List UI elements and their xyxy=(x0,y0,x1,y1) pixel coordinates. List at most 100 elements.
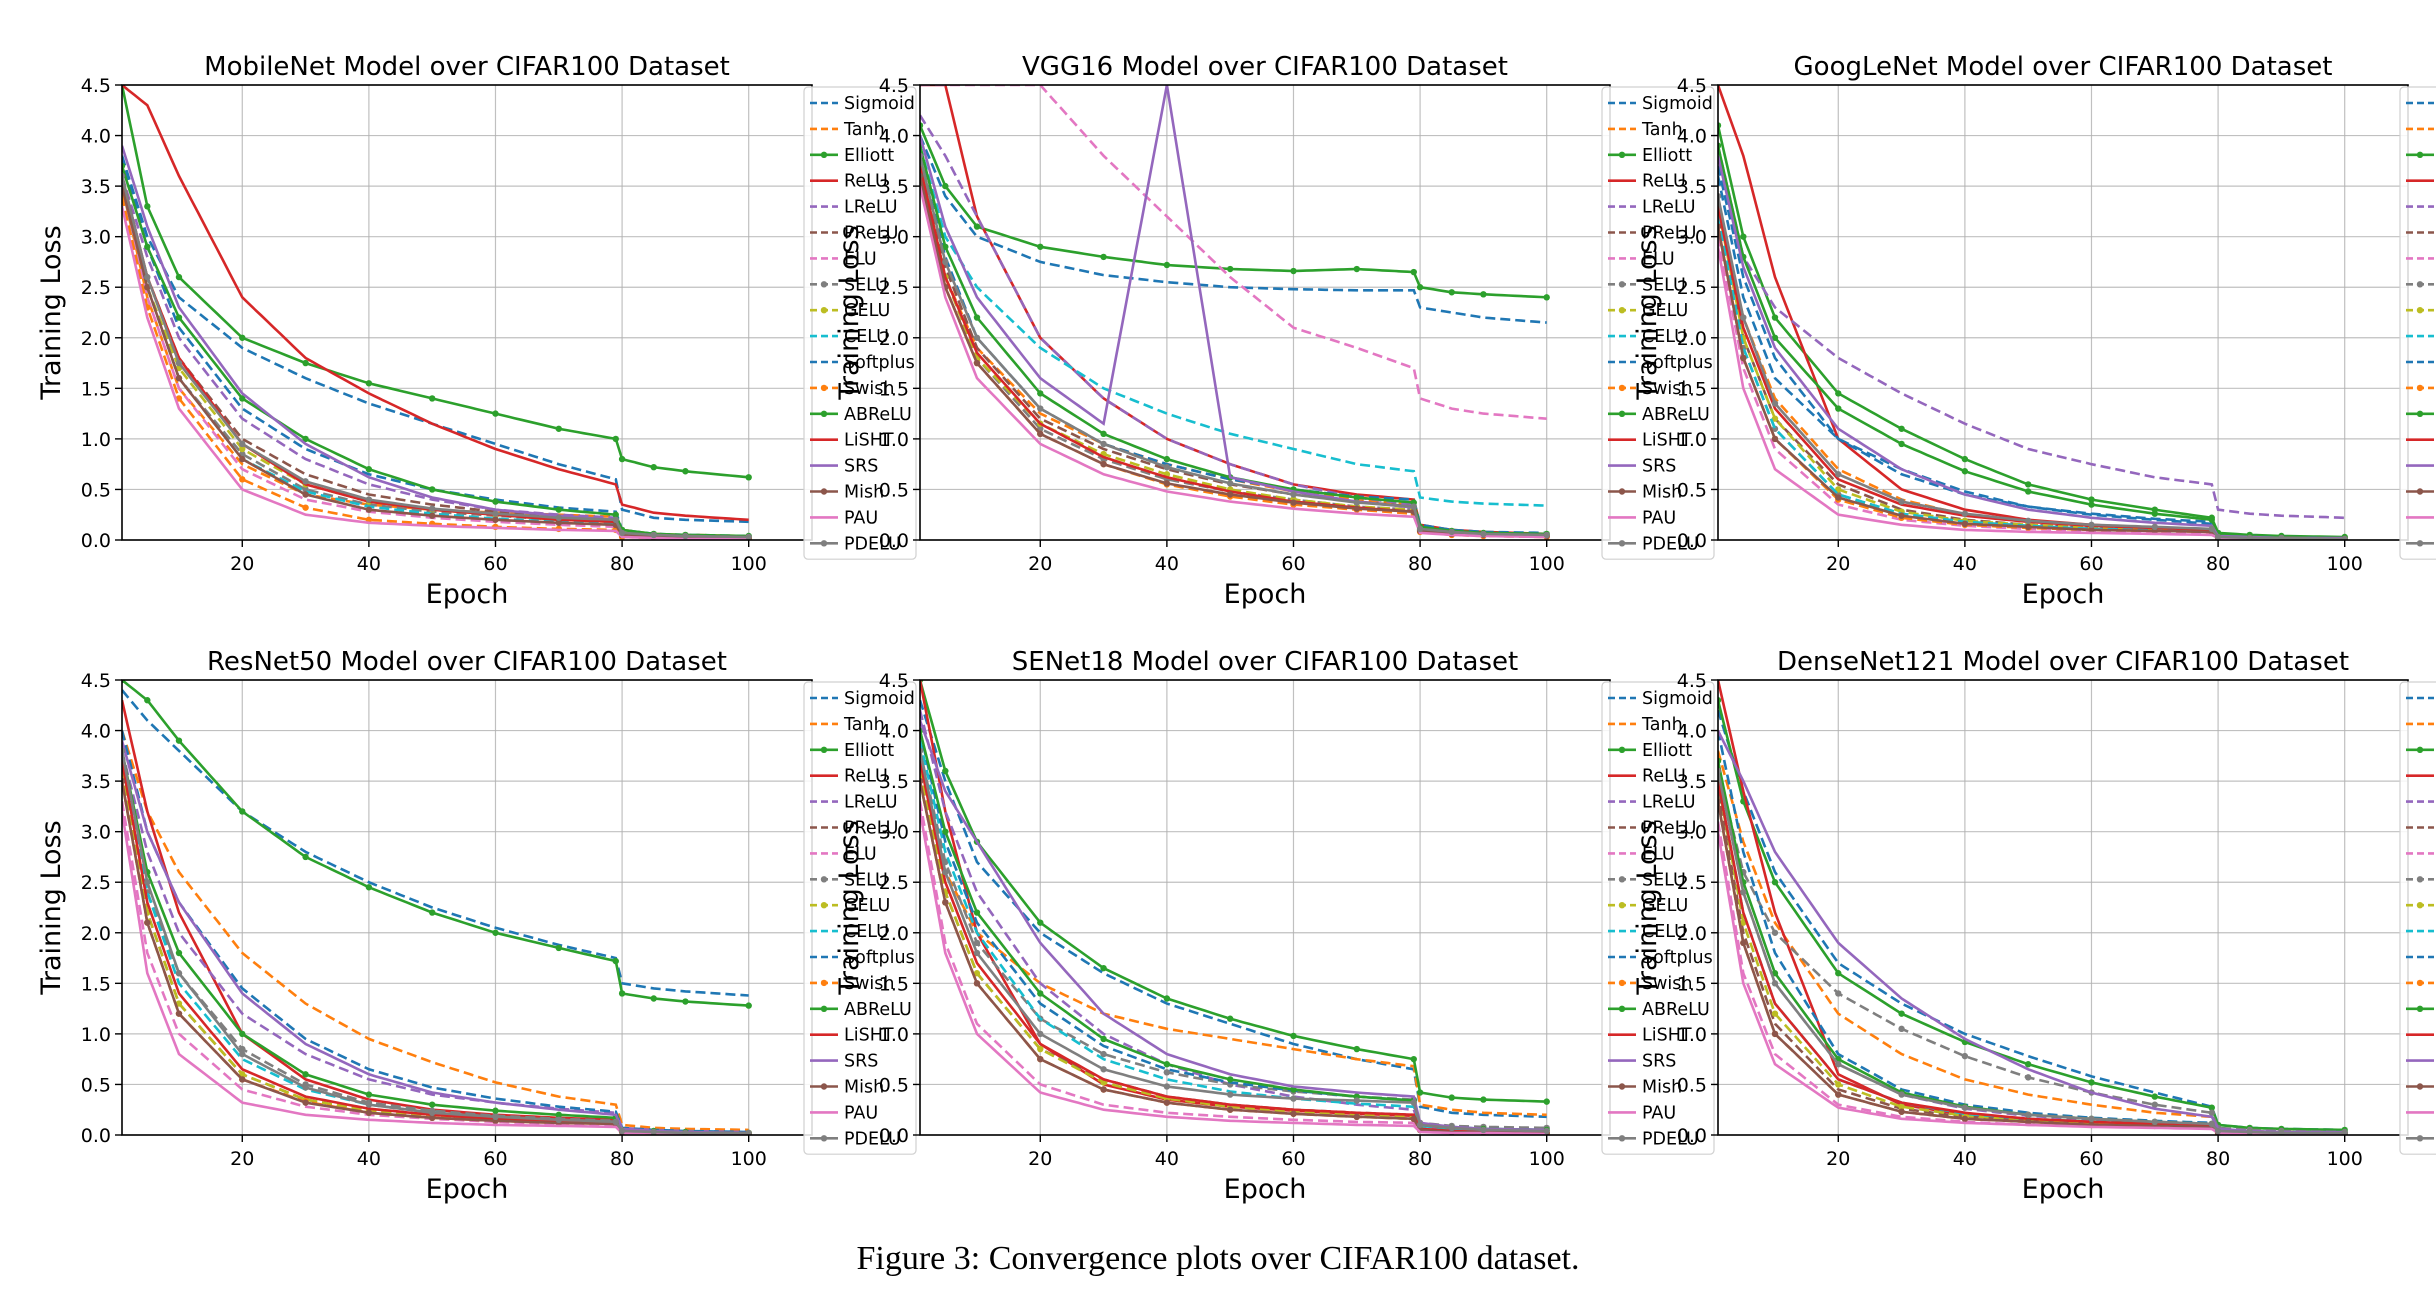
series-point-elliott xyxy=(239,334,246,341)
chart-title: DenseNet121 Model over CIFAR100 Dataset xyxy=(1777,647,2349,677)
y-tick-label: 4.0 xyxy=(81,721,111,743)
series-line-elliott xyxy=(1718,699,2345,1132)
series-point-pdelu xyxy=(1448,1124,1455,1132)
legend-marker xyxy=(820,384,828,392)
y-tick-label: 4.5 xyxy=(879,670,909,692)
series-point-gelu xyxy=(239,445,246,453)
series-point-elliott xyxy=(1290,267,1297,275)
series-point-elliott xyxy=(745,474,752,481)
legend-marker xyxy=(1618,410,1626,417)
x-tick-label: 40 xyxy=(357,1148,381,1170)
series-point-elliott xyxy=(144,697,151,704)
series-point-abrelu xyxy=(1353,494,1360,501)
legend-label-pau: PAU xyxy=(844,508,878,528)
series-point-abrelu xyxy=(492,1107,499,1114)
legend-label-celu: CELU xyxy=(844,327,889,347)
series-point-mish xyxy=(1835,1091,1842,1098)
series-line-mish xyxy=(920,175,1547,538)
grid xyxy=(122,679,812,1136)
chart-panel-6: 0.0 0.5 1.0 1.5 2.0 2.5 3.0 3.5 4.0 4.5 20 40 60 80 10… xyxy=(1632,647,2436,1205)
legend-label-sigmoid: Sigmoid xyxy=(1642,94,1713,114)
series-line-lisht xyxy=(1718,780,2345,1135)
y-tick-label: 3.5 xyxy=(1677,176,1707,198)
y-tick-label: 3.5 xyxy=(879,176,909,198)
y-tick-label: 3.5 xyxy=(81,771,111,793)
series-point-mish xyxy=(365,506,373,513)
legend-label-elliott: Elliott xyxy=(1642,146,1692,166)
series-point-elliott xyxy=(1835,390,1842,397)
series-point-pdelu xyxy=(1410,1099,1417,1106)
series-point-mish xyxy=(428,1114,436,1122)
series-line-softplus xyxy=(122,155,749,538)
legend-box xyxy=(803,681,917,1155)
series-point-mish xyxy=(1353,1113,1360,1121)
series-point-abrelu xyxy=(1100,1035,1107,1043)
series-line-elliott xyxy=(920,680,1547,1103)
x-axis-label: Epoch xyxy=(426,579,509,610)
legend-marker xyxy=(1618,979,1626,987)
chart-panel-4: 0.0 0.5 1.0 1.5 2.0 2.5 3.0 3.5 4.0 4.5 20 40 60 80 10… xyxy=(36,647,917,1205)
series-point-swish xyxy=(239,476,246,483)
series-line-elliott xyxy=(122,680,749,1007)
x-tick-label: 80 xyxy=(1408,553,1432,575)
x-tick-label: 60 xyxy=(483,1148,507,1170)
series-point-pdelu xyxy=(175,359,183,367)
series-point-pdelu xyxy=(1100,1066,1107,1073)
series-point-mish xyxy=(1353,505,1360,512)
series-line-abrelu xyxy=(122,750,749,1135)
series-point-mish xyxy=(144,919,151,926)
series-line-srs xyxy=(122,145,749,540)
series-point-pdelu xyxy=(1416,525,1424,533)
series-point-gelu xyxy=(1037,1045,1044,1053)
series-point-elliott xyxy=(1480,1096,1487,1103)
y-tick-label: 0.5 xyxy=(879,1074,909,1096)
series-point-elliott xyxy=(1416,284,1424,291)
x-tick-label: 80 xyxy=(1408,1148,1432,1170)
y-tick-label: 0.0 xyxy=(81,530,111,552)
series-line-selu xyxy=(920,165,1547,538)
legend-marker xyxy=(2416,1005,2424,1012)
legend-label-selu: SELU xyxy=(1642,870,1686,890)
series-point-selu xyxy=(973,939,981,947)
series-point-elliott xyxy=(175,737,183,744)
series-line-prelu xyxy=(122,185,749,540)
series-point-pdelu xyxy=(2088,1115,2095,1123)
chart-title: SENet18 Model over CIFAR100 Dataset xyxy=(1012,647,1518,677)
series-point-elliott xyxy=(1898,425,1905,432)
series-point-elliott xyxy=(144,203,151,210)
series-point-elliott xyxy=(1163,261,1171,269)
series-point-abrelu xyxy=(555,506,562,513)
series-point-pdelu xyxy=(2214,533,2222,540)
series-point-pdelu xyxy=(365,496,373,503)
legend-label-relu: ReLU xyxy=(1642,767,1686,787)
legend-marker xyxy=(820,876,828,883)
y-tick-label: 2.0 xyxy=(1677,923,1707,945)
x-tick-label: 20 xyxy=(1028,1148,1052,1170)
series-point-mish xyxy=(1898,512,1905,519)
series-point-gelu xyxy=(973,970,981,977)
series-line-relu xyxy=(920,680,1547,1135)
series-point-pdelu xyxy=(1226,1091,1234,1098)
series-line-relu xyxy=(1718,85,2345,540)
y-tick-label: 3.0 xyxy=(81,227,111,249)
legend-marker xyxy=(1618,1005,1626,1012)
series-point-elliott xyxy=(1163,995,1171,1002)
legend-label-softplus: Softplus xyxy=(1642,353,1713,373)
series-point-elliott xyxy=(612,957,619,965)
series-line-pau xyxy=(1718,831,2345,1135)
y-tick-label: 4.5 xyxy=(1677,75,1707,97)
series-point-pdelu xyxy=(618,529,626,537)
series-point-selu xyxy=(1835,990,1842,997)
series-point-elliott xyxy=(1740,233,1747,240)
y-axis-label: Training Loss xyxy=(36,225,67,400)
series-point-elliott xyxy=(1898,1010,1905,1017)
series-line-tanh xyxy=(122,185,749,538)
series-point-mish xyxy=(1290,1110,1297,1117)
series-point-pdelu xyxy=(650,1128,657,1135)
series-group xyxy=(122,85,752,540)
series-point-pdelu xyxy=(2151,523,2158,531)
legend-label-mish: Mish xyxy=(1642,1078,1682,1098)
y-tick-label: 4.0 xyxy=(1677,126,1707,148)
series-point-elliott xyxy=(650,995,657,1002)
